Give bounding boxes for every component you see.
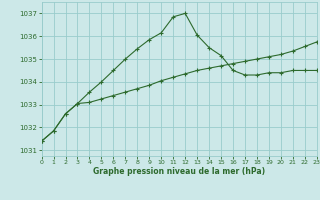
X-axis label: Graphe pression niveau de la mer (hPa): Graphe pression niveau de la mer (hPa) [93,167,265,176]
